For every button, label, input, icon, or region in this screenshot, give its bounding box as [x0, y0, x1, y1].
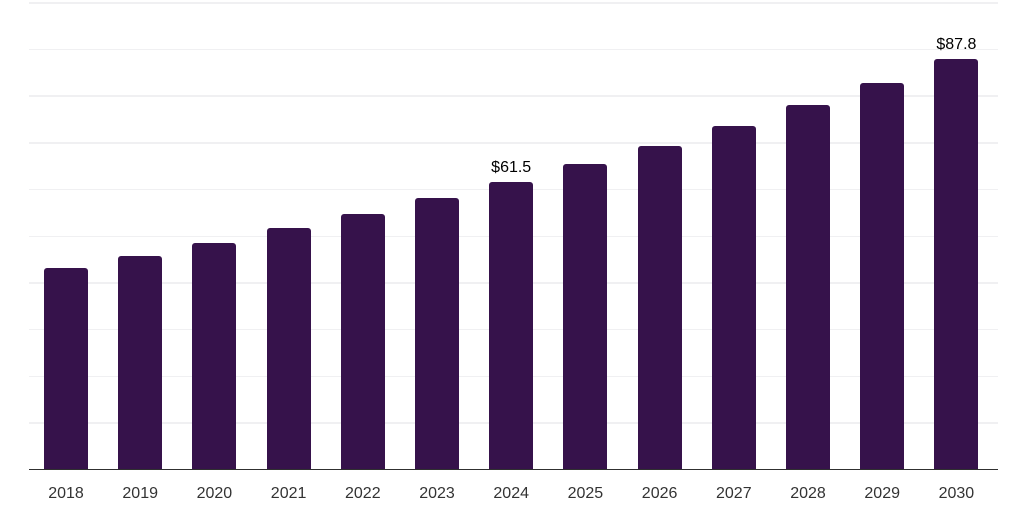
gridline: [29, 142, 998, 144]
bar-2030: [934, 58, 979, 469]
bar-2021: [266, 228, 311, 469]
gridline: [29, 95, 998, 97]
bar-value-label-2030: $87.8: [936, 35, 977, 53]
bar-2019: [118, 255, 163, 469]
bar-2022: [340, 214, 385, 469]
x-tick-label-2022: 2022: [345, 485, 381, 502]
bar-2027: [711, 125, 756, 469]
bar-2026: [637, 145, 682, 469]
bar-2029: [860, 82, 905, 469]
x-tick-label-2019: 2019: [122, 485, 158, 502]
gridline: [29, 2, 998, 4]
bar-2023: [415, 198, 459, 469]
x-tick-label-2027: 2027: [716, 485, 752, 502]
x-tick-label-2028: 2028: [790, 485, 826, 502]
x-tick-label-2018: 2018: [48, 485, 84, 502]
x-axis-line: [29, 468, 998, 470]
x-tick-label-2030: 2030: [938, 485, 975, 502]
bar-2028: [786, 104, 830, 469]
x-tick-label-2020: 2020: [196, 485, 233, 502]
x-tick-label-2029: 2029: [864, 485, 900, 502]
bar-value-label-2024: $61.5: [491, 158, 532, 176]
bar-2018: [44, 267, 88, 469]
x-tick-label-2021: 2021: [270, 485, 307, 502]
x-tick-label-2025: 2025: [567, 485, 604, 502]
bar-2025: [563, 164, 608, 469]
x-tick-label-2024: 2024: [493, 485, 529, 502]
bar-2020: [192, 242, 237, 469]
bar-2024: [489, 181, 534, 469]
x-tick-label-2023: 2023: [419, 485, 455, 502]
gridline: [29, 48, 998, 51]
x-tick-label-2026: 2026: [641, 485, 678, 502]
